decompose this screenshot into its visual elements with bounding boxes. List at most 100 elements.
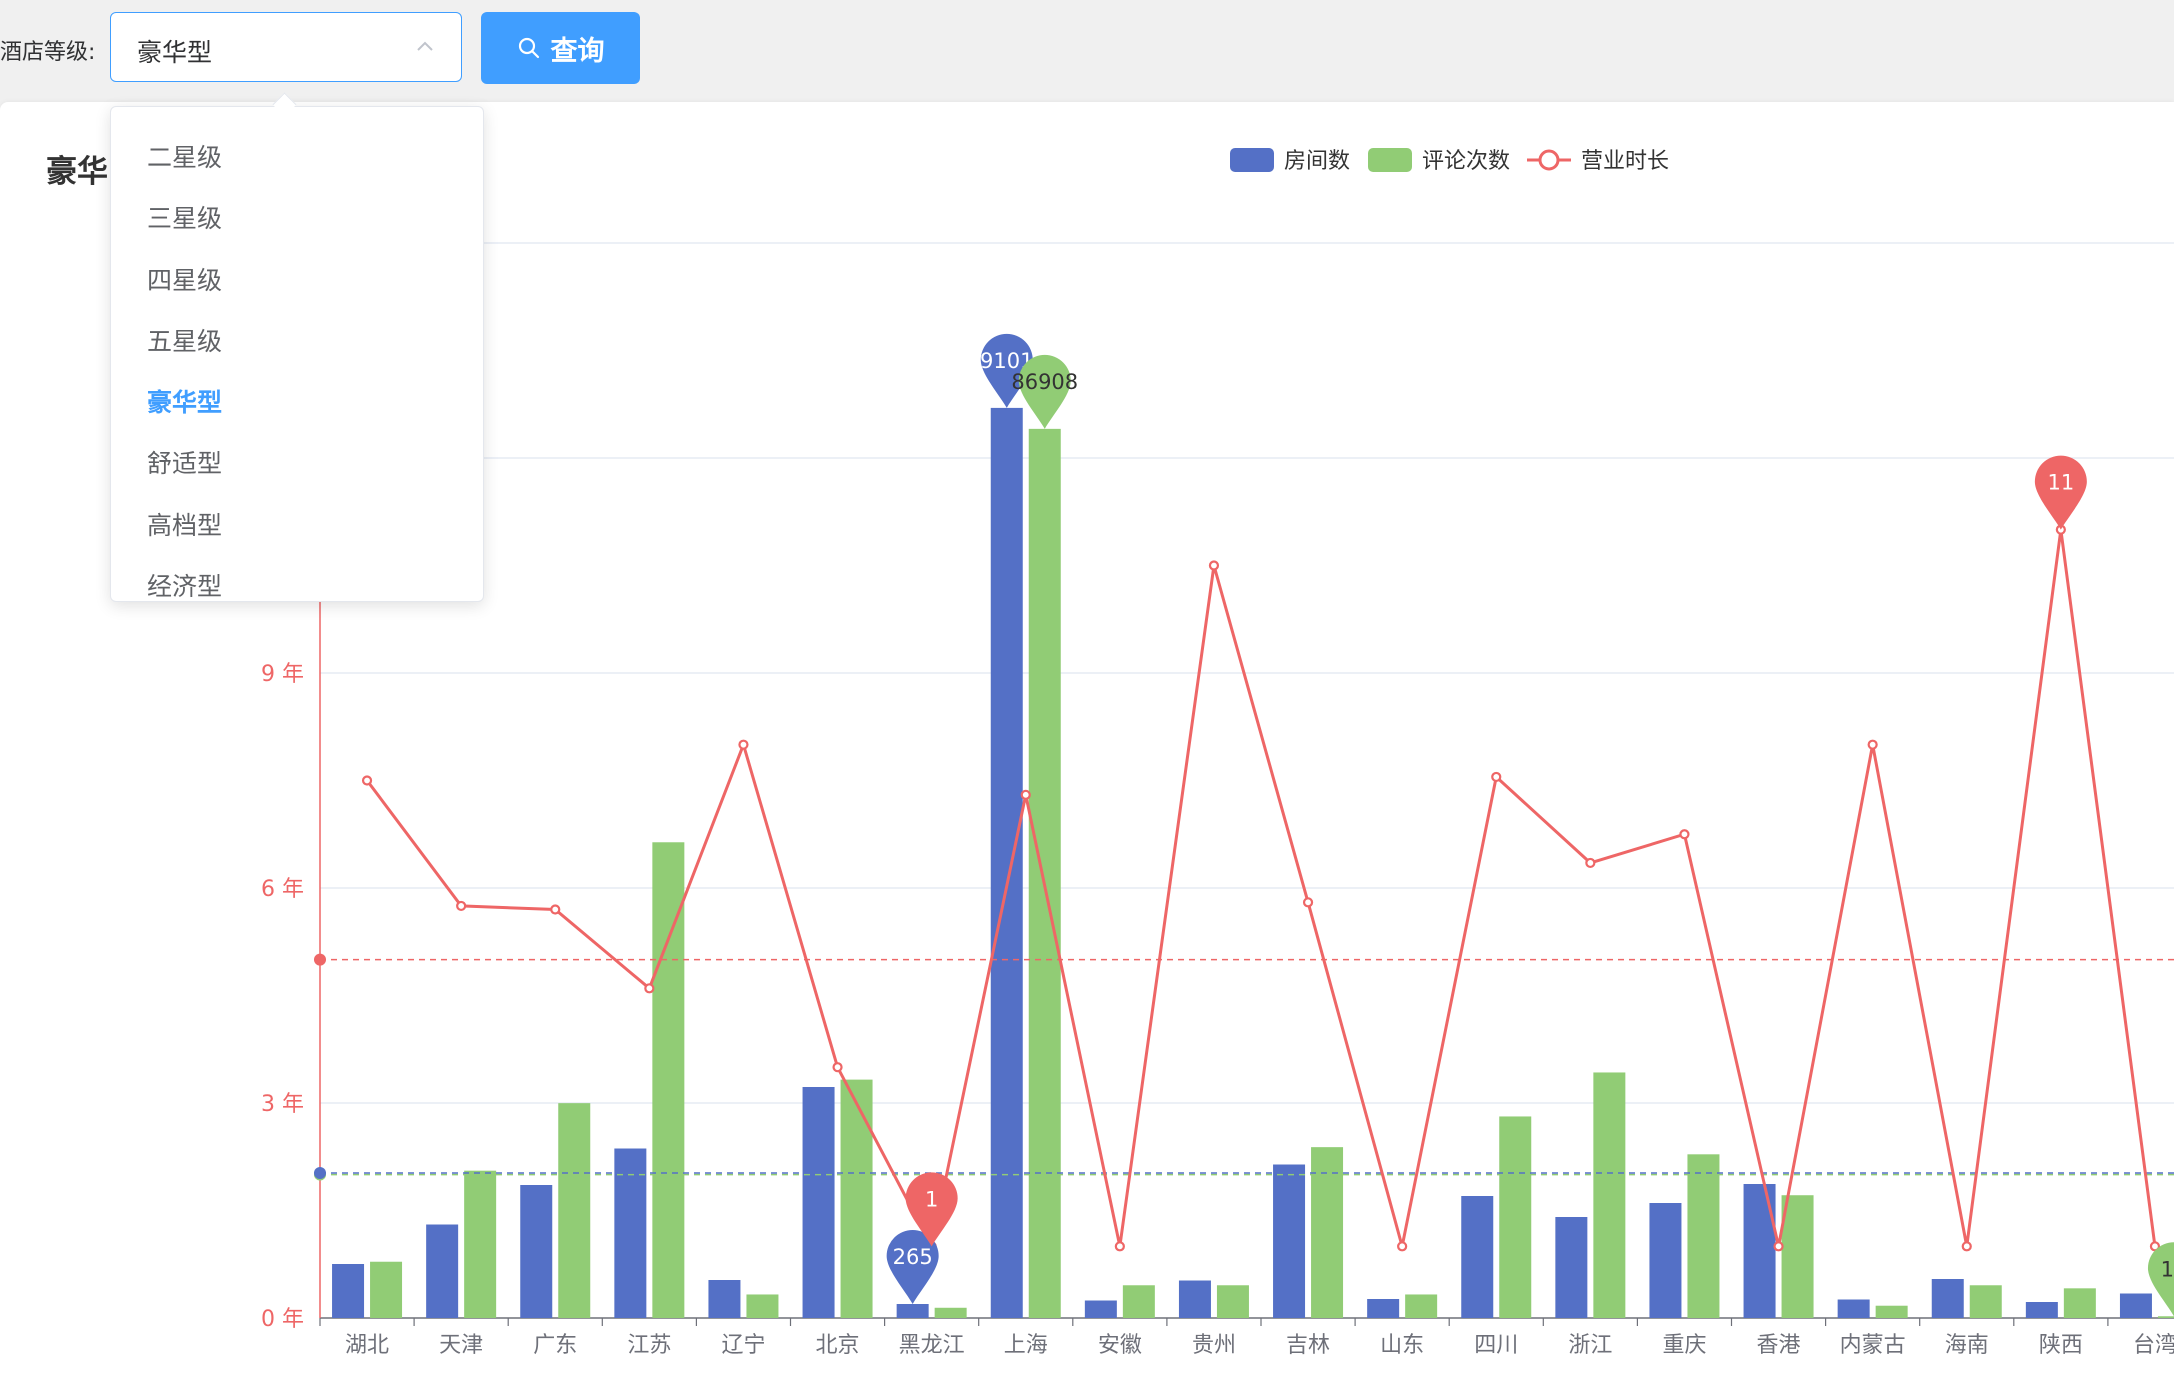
average-line-marker: [314, 953, 326, 966]
bar-reviews: [1499, 1116, 1532, 1318]
mark-point-label: 11: [2047, 471, 2074, 495]
legend-label: 评论次数: [1422, 149, 1510, 174]
x-tick-label: 海南: [1945, 1333, 1989, 1358]
mark-point-pin: [2034, 455, 2087, 530]
bar-rooms: [2119, 1293, 2152, 1318]
x-tick-label: 浙江: [1568, 1333, 1612, 1358]
line-point: [1585, 857, 1596, 869]
line-point: [1020, 789, 1031, 800]
x-tick-label: 安徽: [1098, 1333, 1142, 1358]
bar-reviews: [1875, 1305, 1908, 1318]
line-point: [738, 739, 749, 750]
dropdown-option[interactable]: 三星级: [147, 204, 223, 234]
dropdown-option[interactable]: 舒适型: [147, 449, 223, 479]
bar-reviews: [652, 842, 685, 1318]
bar-rooms: [1931, 1279, 1964, 1318]
legend-swatch-point: [1538, 149, 1560, 171]
dropdown-option[interactable]: 高档型: [147, 510, 223, 540]
bar-rooms: [896, 1304, 929, 1318]
search-icon: [518, 37, 539, 59]
x-tick-label: 贵州: [1192, 1333, 1236, 1358]
x-tick-label: 天津: [439, 1333, 483, 1358]
line-point: [550, 904, 561, 915]
dropdown-option[interactable]: 经济型: [147, 572, 223, 602]
bar-rooms: [332, 1264, 365, 1318]
bar-reviews: [1311, 1147, 1344, 1318]
line-point: [2149, 1241, 2161, 1252]
mark-point-pin: [886, 1230, 939, 1304]
bar-rooms: [520, 1185, 553, 1318]
hotel-level-label: 酒店等级:: [0, 40, 96, 65]
line-point: [456, 900, 467, 912]
bar-reviews: [1216, 1285, 1249, 1318]
x-tick-label: 吉林: [1286, 1333, 1330, 1358]
line-point: [1961, 1241, 1972, 1252]
x-tick-label: 辽宁: [721, 1333, 765, 1358]
bar-reviews: [2157, 1316, 2174, 1318]
chart-title: 豪华: [46, 154, 108, 190]
bar-rooms: [802, 1087, 835, 1318]
bar-reviews: [1781, 1195, 1814, 1318]
bar-reviews: [370, 1261, 403, 1318]
bar-rooms: [1273, 1164, 1306, 1318]
hotel-level-select[interactable]: 豪华型: [110, 12, 462, 82]
mark-point-pin: [2147, 1242, 2174, 1317]
x-tick-label: 江苏: [627, 1333, 671, 1358]
mark-point-pin: [905, 1172, 958, 1247]
bar-reviews: [1028, 428, 1061, 1318]
line-point: [1773, 1241, 1784, 1252]
hotel-level-selected-value: 豪华型: [137, 38, 213, 67]
line-point: [1208, 560, 1220, 571]
legend-swatch: [1230, 148, 1274, 172]
bar-reviews: [1687, 1154, 1720, 1318]
mark-point-label: 265: [893, 1245, 933, 1269]
line-point: [1397, 1241, 1408, 1252]
x-tick-label: 山东: [1380, 1333, 1424, 1358]
x-tick-label: 陕西: [2039, 1333, 2083, 1358]
y-tick-label: 9 年: [261, 662, 304, 687]
bar-reviews: [840, 1079, 873, 1318]
dropdown-option[interactable]: 五星级: [147, 326, 223, 356]
bar-rooms: [614, 1148, 647, 1318]
legend-swatch: [1368, 148, 1412, 172]
query-button-label: 查询: [550, 35, 605, 67]
bar-rooms: [1837, 1299, 1870, 1318]
mark-point-label: 17: [2161, 1257, 2174, 1281]
bar-reviews: [1122, 1285, 1155, 1318]
line-point: [832, 1062, 843, 1073]
bar-rooms: [1178, 1280, 1211, 1318]
line-point: [1302, 897, 1314, 908]
line-point: [1114, 1241, 1125, 1252]
bar-reviews: [746, 1294, 779, 1318]
dropdown-option[interactable]: 豪华型: [147, 388, 223, 418]
bar-rooms: [1367, 1299, 1400, 1318]
bar-rooms: [1649, 1203, 1682, 1318]
hotel-level-options: 二星级三星级四星级五星级豪华型舒适型高档型经济型: [111, 107, 483, 602]
x-tick-label: 湖北: [345, 1333, 389, 1358]
bar-reviews: [558, 1103, 591, 1318]
x-tick-label: 重庆: [1662, 1333, 1706, 1358]
mark-point-pin: [1018, 354, 1071, 429]
bar-rooms: [2025, 1302, 2058, 1318]
bar-reviews: [2063, 1288, 2096, 1318]
bar-reviews: [934, 1307, 967, 1318]
mark-point-label: 1: [925, 1187, 938, 1211]
bar-reviews: [1593, 1072, 1626, 1318]
hotel-level-dropdown: 二星级三星级四星级五星级豪华型舒适型高档型经济型: [110, 106, 484, 602]
x-tick-label: 上海: [1004, 1333, 1048, 1358]
dropdown-option[interactable]: 二星级: [147, 143, 223, 172]
line-point: [1867, 739, 1878, 750]
y-tick-label: 3 年: [261, 1092, 304, 1117]
x-tick-label: 广东: [533, 1333, 577, 1358]
line-point: [361, 775, 373, 786]
mark-point-pin: [980, 333, 1033, 408]
dropdown-option[interactable]: 四星级: [147, 265, 223, 295]
x-tick-label: 北京: [816, 1333, 860, 1358]
legend-label: 房间数: [1284, 149, 1350, 174]
line-point: [1679, 829, 1690, 840]
query-button[interactable]: 查询: [481, 12, 640, 84]
y-tick-label: 0 年: [261, 1307, 304, 1332]
bar-rooms: [990, 407, 1023, 1318]
line-point: [644, 983, 655, 994]
